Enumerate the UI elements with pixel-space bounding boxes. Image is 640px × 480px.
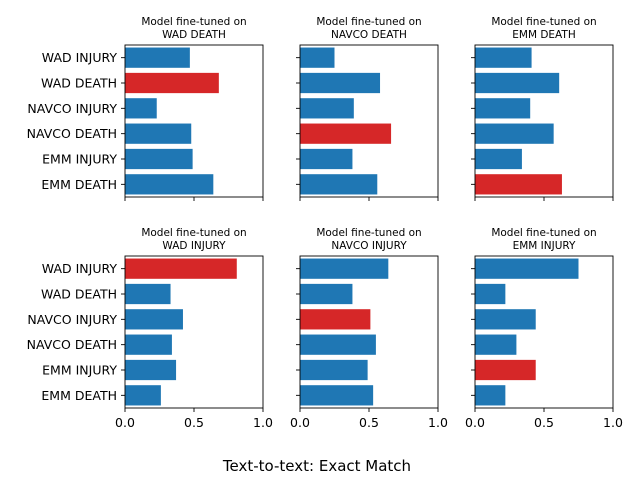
bar xyxy=(125,123,192,144)
x-tick-label: 0.5 xyxy=(534,415,554,430)
bar xyxy=(125,283,171,305)
panel-title-line2: NAVCO INJURY xyxy=(331,240,407,252)
bar xyxy=(300,309,371,330)
panel-title-line2: NAVCO DEATH xyxy=(331,29,407,41)
bar xyxy=(475,359,536,381)
y-tick-label: NAVCO INJURY xyxy=(27,312,117,327)
bar xyxy=(300,359,368,381)
y-tick-label: WAD DEATH xyxy=(41,76,117,91)
y-tick-label: NAVCO INJURY xyxy=(27,101,117,116)
panel-title-line1: Model fine-tuned on xyxy=(141,227,246,239)
bar xyxy=(125,385,161,406)
panel-title-line1: Model fine-tuned on xyxy=(141,16,246,28)
bar xyxy=(475,385,506,406)
bar xyxy=(475,258,579,279)
x-tick-label: 0.0 xyxy=(115,415,135,430)
bar xyxy=(125,359,177,381)
bar xyxy=(300,98,354,119)
bar xyxy=(300,334,376,355)
panel-title-line1: Model fine-tuned on xyxy=(491,16,596,28)
x-tick-label: 1.0 xyxy=(428,415,448,430)
bar xyxy=(125,47,190,68)
bar xyxy=(125,98,157,119)
bar xyxy=(300,148,353,170)
y-tick-label: NAVCO DEATH xyxy=(27,126,117,141)
bar xyxy=(300,283,353,305)
x-tick-label: 0.0 xyxy=(465,415,485,430)
panel-title-line2: EMM DEATH xyxy=(512,29,576,41)
bar xyxy=(475,174,562,195)
x-tick-label: 1.0 xyxy=(603,415,623,430)
bar xyxy=(125,174,214,195)
bar xyxy=(300,123,392,144)
y-tick-label: WAD DEATH xyxy=(41,287,117,302)
bar xyxy=(300,385,374,406)
panel-title-line1: Model fine-tuned on xyxy=(316,227,421,239)
y-tick-label: WAD INJURY xyxy=(42,261,118,276)
bar xyxy=(475,47,532,68)
bar xyxy=(475,123,554,144)
panel-title-line2: EMM INJURY xyxy=(513,240,576,252)
y-tick-label: EMM DEATH xyxy=(41,177,117,192)
y-tick-label: NAVCO DEATH xyxy=(27,337,117,352)
x-tick-label: 0.5 xyxy=(184,415,204,430)
bar xyxy=(475,148,522,170)
x-axis-label: Text-to-text: Exact Match xyxy=(222,457,411,475)
panel-title-line1: Model fine-tuned on xyxy=(491,227,596,239)
y-tick-label: EMM INJURY xyxy=(42,152,117,167)
bar xyxy=(300,47,335,68)
y-tick-label: EMM DEATH xyxy=(41,388,117,403)
bar xyxy=(300,174,378,195)
x-tick-label: 0.0 xyxy=(290,415,310,430)
panel-title-line1: Model fine-tuned on xyxy=(316,16,421,28)
bar xyxy=(300,258,389,279)
bar xyxy=(475,72,560,94)
bar xyxy=(475,283,506,305)
bar xyxy=(475,309,536,330)
y-tick-label: WAD INJURY xyxy=(42,50,118,65)
bar xyxy=(125,72,219,94)
y-tick-label: EMM INJURY xyxy=(42,363,117,378)
panel-title-line2: WAD INJURY xyxy=(162,240,226,252)
bar xyxy=(125,258,237,279)
bar xyxy=(125,334,172,355)
bar xyxy=(475,98,531,119)
bar xyxy=(300,72,381,94)
panel-title-line2: WAD DEATH xyxy=(162,29,226,41)
bar xyxy=(125,309,183,330)
bar xyxy=(125,148,193,170)
x-tick-label: 0.5 xyxy=(359,415,379,430)
x-tick-label: 1.0 xyxy=(253,415,273,430)
bar xyxy=(475,334,517,355)
